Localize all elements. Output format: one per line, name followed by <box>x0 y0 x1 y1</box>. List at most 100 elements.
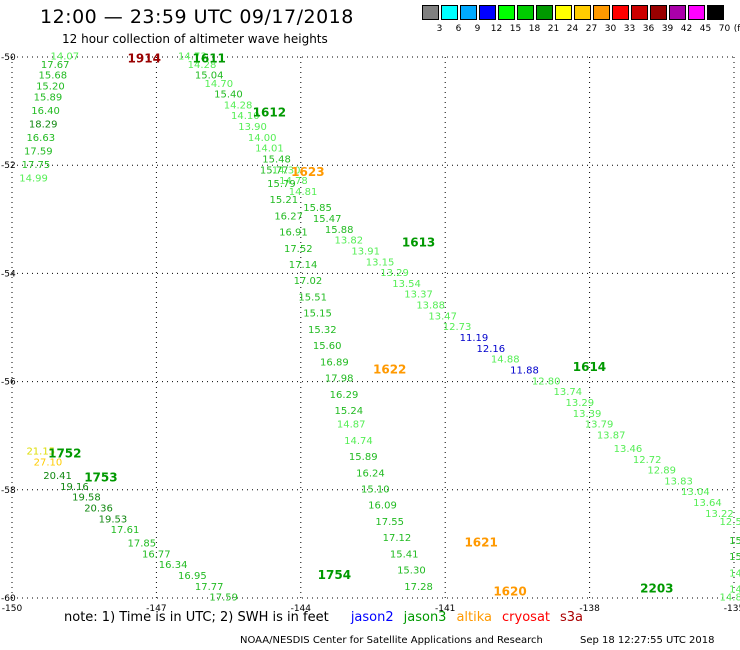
swh-data-label: 15.10 <box>361 485 390 496</box>
swh-data-label: 13.39 <box>573 409 602 420</box>
pass-time-label: 1613 <box>402 235 435 249</box>
swh-data-label: 14.80 <box>720 593 740 604</box>
chart-subtitle: 12 hour collection of altimeter wave hei… <box>62 32 328 46</box>
pass-time-label: 1754 <box>318 568 351 582</box>
swh-data-label: 15.24 <box>334 406 363 417</box>
swh-data-label: 15.79 <box>267 179 296 190</box>
swh-data-label: 17.59 <box>24 146 53 157</box>
swh-data-label: 15.20 <box>36 81 65 92</box>
satellite-cryosat: cryosat <box>502 610 551 625</box>
pass-time-label: 1620 <box>493 584 526 598</box>
swh-data-label: 12.89 <box>647 466 676 477</box>
swh-data-label: 13.22 <box>705 509 734 520</box>
legend-label: 12 <box>490 24 503 34</box>
generated-timestamp: Sep 18 12:27:55 UTC 2018 <box>580 635 715 646</box>
legend-label: 27 <box>585 24 598 34</box>
swh-data-label: 16.40 <box>31 106 60 117</box>
swh-data-label: 13.15 <box>366 257 395 268</box>
swh-data-label: 13.83 <box>664 476 693 487</box>
legend-swatch <box>536 5 553 20</box>
legend-swatch <box>498 5 515 20</box>
swh-data-label: 16.34 <box>159 560 188 571</box>
swh-data-label: 15.47 <box>313 214 342 225</box>
swh-data-label: 21.15 <box>26 447 55 458</box>
pass-time-label: 1621 <box>464 536 497 550</box>
x-tick-label: -138 <box>579 604 600 614</box>
swh-data-label: 14.28 <box>188 60 217 71</box>
legend-label: 42 <box>680 24 693 34</box>
legend-swatch <box>612 5 629 20</box>
pass-time-label: 1614 <box>573 360 606 374</box>
swh-data-label: 16.77 <box>142 549 171 560</box>
satellite-s3a: s3a <box>560 610 584 625</box>
swh-data-label: 15.80 <box>729 552 740 563</box>
legend-label: 18 <box>528 24 541 34</box>
swh-data-label: 15.30 <box>397 566 426 577</box>
swh-data-label: 14.74 <box>344 436 373 447</box>
swh-data-label: 17.61 <box>111 525 140 536</box>
swh-data-label: 14.07 <box>51 52 80 63</box>
y-tick-label: -54 <box>1 269 16 279</box>
swh-data-label: 17.98 <box>325 374 354 385</box>
satellite-jason3: jason3 <box>403 610 447 625</box>
swh-data-label: 15.51 <box>298 292 327 303</box>
pass-time-label: 1622 <box>373 362 406 376</box>
x-tick-label: -144 <box>291 604 312 614</box>
pass-time-label: 1612 <box>253 106 286 120</box>
swh-data-label: 17.85 <box>128 539 157 550</box>
pass-time-label: 1753 <box>84 471 117 485</box>
swh-data-label: 17.02 <box>294 276 323 287</box>
legend-swatch <box>479 5 496 20</box>
legend-swatch <box>669 5 686 20</box>
legend-label: 15 <box>509 24 522 34</box>
swh-data-label: 13.90 <box>238 122 267 133</box>
swh-data-label: 15.15 <box>303 309 332 320</box>
legend-swatch <box>574 5 591 20</box>
swh-data-label: 13.88 <box>416 301 445 312</box>
swh-data-label: 17.52 <box>284 244 313 255</box>
legend-label: 21 <box>547 24 560 34</box>
legend-swatch <box>517 5 534 20</box>
swh-data-label: 14.88 <box>491 355 520 366</box>
swh-data-label: 16.91 <box>279 228 308 239</box>
swh-data-label: 13.46 <box>614 444 643 455</box>
legend-swatch <box>688 5 705 20</box>
swh-data-label: 11.88 <box>510 365 539 376</box>
credit-text: NOAA/NESDIS Center for Satellite Applica… <box>240 635 543 646</box>
swh-data-label: 16.29 <box>330 390 359 401</box>
legend-label: 33 <box>623 24 636 34</box>
swh-data-label: 17.14 <box>289 260 318 271</box>
swh-data-label: 17.55 <box>375 517 404 528</box>
swh-data-label: 14.00 <box>248 133 277 144</box>
y-tick-label: -50 <box>1 53 16 63</box>
swh-data-label: 11.19 <box>460 333 489 344</box>
legend-label: (ft) <box>733 24 740 34</box>
swh-data-label: 12.16 <box>476 344 505 355</box>
swh-data-label: 15.77 <box>260 165 289 176</box>
swh-data-label: 15.85 <box>303 203 332 214</box>
swh-data-label: 13.79 <box>585 420 614 431</box>
legend-label: 70 <box>718 24 731 34</box>
swh-data-label: 14.10 <box>231 111 260 122</box>
swh-data-label: 13.64 <box>693 498 722 509</box>
legend-label: 30 <box>604 24 617 34</box>
swh-data-label: 14.60 <box>729 568 740 579</box>
swh-data-label: 15.40 <box>214 90 243 101</box>
swh-data-label: 13.29 <box>380 268 409 279</box>
legend-label: 24 <box>566 24 579 34</box>
pass-time-label: 1752 <box>48 446 81 460</box>
swh-data-label: 18.29 <box>29 119 58 130</box>
swh-data-label: 27.10 <box>34 457 63 468</box>
swh-data-label: 17.77 <box>195 582 224 593</box>
swh-data-label: 19.53 <box>99 514 128 525</box>
swh-data-label: 15.41 <box>390 549 419 560</box>
swh-data-label: 15.40 <box>729 536 740 547</box>
swh-data-label: 15.88 <box>325 225 354 236</box>
swh-data-label: 16.24 <box>356 468 385 479</box>
legend-label: 36 <box>642 24 655 34</box>
y-tick-label: -56 <box>1 378 16 388</box>
swh-data-label: 14.81 <box>289 187 318 198</box>
swh-data-label: 15.48 <box>262 154 291 165</box>
x-tick-label: -147 <box>146 604 166 614</box>
swh-data-label: 13.82 <box>334 236 363 247</box>
